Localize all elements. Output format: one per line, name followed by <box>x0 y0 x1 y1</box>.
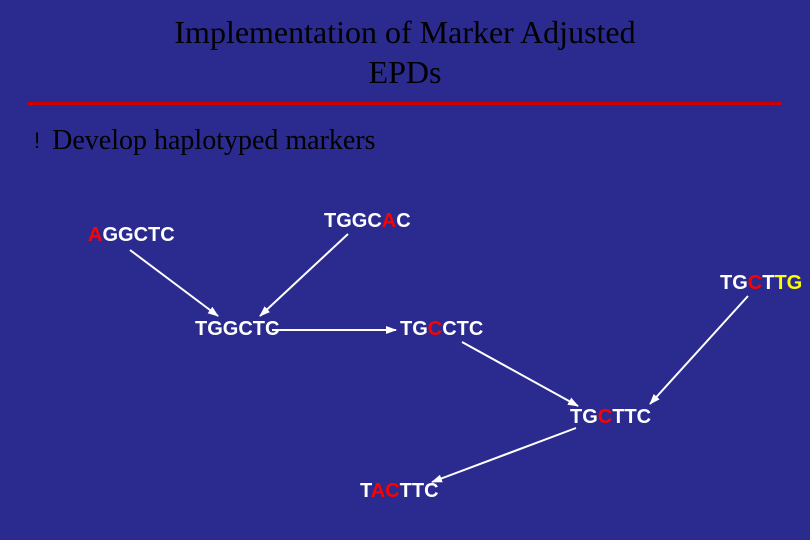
seq-node-tacttc: TACTTC <box>360 480 439 503</box>
edge-aggctc-to-tggctc <box>130 250 218 316</box>
edge-tgcttc-to-tacttc <box>432 428 576 482</box>
seq-node-tggcac: TGGCAC <box>324 210 411 233</box>
seq-node-tgcttc: TGCTTC <box>570 406 651 429</box>
exclamation-icon: ! <box>34 128 40 154</box>
title-line-2: EPDs <box>369 54 442 90</box>
title-underline <box>28 102 782 105</box>
seq-node-tgcttg: TGCTTG <box>720 272 802 295</box>
bullet-row: ! Develop haplotyped markers <box>34 125 810 157</box>
edge-tggcac-to-tggctc <box>260 234 348 316</box>
edge-tgcctc-to-tgcttc <box>462 342 578 406</box>
bullet-text: Develop haplotyped markers <box>52 125 375 157</box>
slide-title: Implementation of Marker Adjusted EPDs <box>0 0 810 92</box>
title-line-1: Implementation of Marker Adjusted <box>174 14 635 50</box>
seq-node-tgcctc: TGCCTC <box>400 318 483 341</box>
seq-node-aggctc: AGGCTC <box>88 224 175 247</box>
seq-node-tggctc: TGGCTC <box>195 318 279 341</box>
edge-tgcttg-to-tgcttc <box>650 296 748 404</box>
